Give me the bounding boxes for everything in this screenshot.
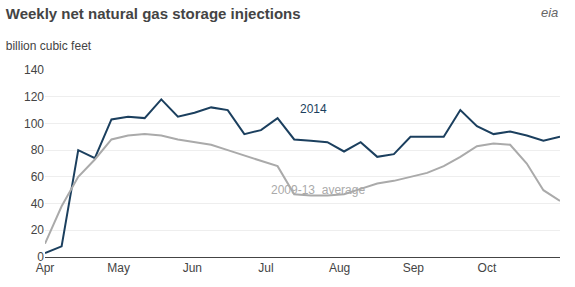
svg-text:Jul: Jul	[258, 261, 273, 275]
svg-text:eia: eia	[541, 5, 558, 20]
svg-text:80: 80	[31, 143, 45, 157]
svg-text:20: 20	[31, 223, 45, 237]
svg-text:Apr: Apr	[36, 261, 55, 275]
svg-text:60: 60	[31, 170, 45, 184]
svg-text:billion cubic feet: billion cubic feet	[6, 39, 92, 53]
svg-text:Sep: Sep	[403, 261, 425, 275]
svg-text:40: 40	[31, 197, 45, 211]
svg-text:120: 120	[24, 90, 44, 104]
svg-text:May: May	[107, 261, 130, 275]
svg-text:Oct: Oct	[478, 261, 497, 275]
svg-text:0: 0	[37, 250, 44, 264]
svg-text:140: 140	[24, 63, 44, 77]
svg-text:2014: 2014	[300, 102, 327, 116]
svg-text:2009-13 average: 2009-13 average	[271, 183, 365, 197]
svg-text:Aug: Aug	[329, 261, 350, 275]
svg-text:Jun: Jun	[183, 261, 202, 275]
svg-text:Weekly net natural gas storage: Weekly net natural gas storage injection…	[6, 5, 301, 22]
svg-text:100: 100	[24, 117, 44, 131]
